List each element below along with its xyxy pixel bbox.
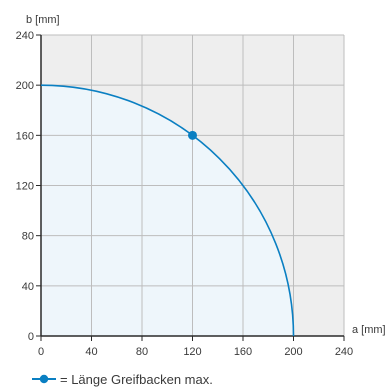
x-tick-label: 240: [335, 346, 353, 358]
area-under-curve: [41, 85, 294, 337]
y-tick-label: 0: [28, 331, 34, 343]
highlight-point: [188, 130, 197, 140]
y-tick-label: 80: [22, 231, 34, 243]
y-tick-label: 160: [16, 130, 34, 142]
x-tick-label: 80: [136, 346, 148, 358]
x-tick-label: 40: [85, 346, 97, 358]
y-tick-label: 120: [16, 181, 34, 193]
x-tick-label: 160: [234, 346, 252, 358]
x-axis-label: a [mm]: [352, 324, 386, 336]
series-line: [40, 84, 295, 337]
x-tick-label: 0: [38, 346, 44, 358]
legend-dot-icon: [39, 374, 49, 384]
y-axis-label: b [mm]: [26, 14, 60, 26]
legend-text: = Länge Greifbacken max.: [60, 372, 213, 387]
x-axis-ticks: 0 40 80 120 160 200 240: [38, 336, 353, 358]
x-tick-label: 120: [183, 346, 201, 358]
y-tick-label: 40: [22, 281, 34, 293]
y-axis-ticks: 0 40 80 120 160 200 240: [16, 30, 41, 343]
legend: = Länge Greifbacken max.: [32, 372, 213, 387]
x-tick-label: 200: [284, 346, 302, 358]
y-tick-label: 200: [16, 80, 34, 92]
y-tick-label: 240: [16, 30, 34, 42]
